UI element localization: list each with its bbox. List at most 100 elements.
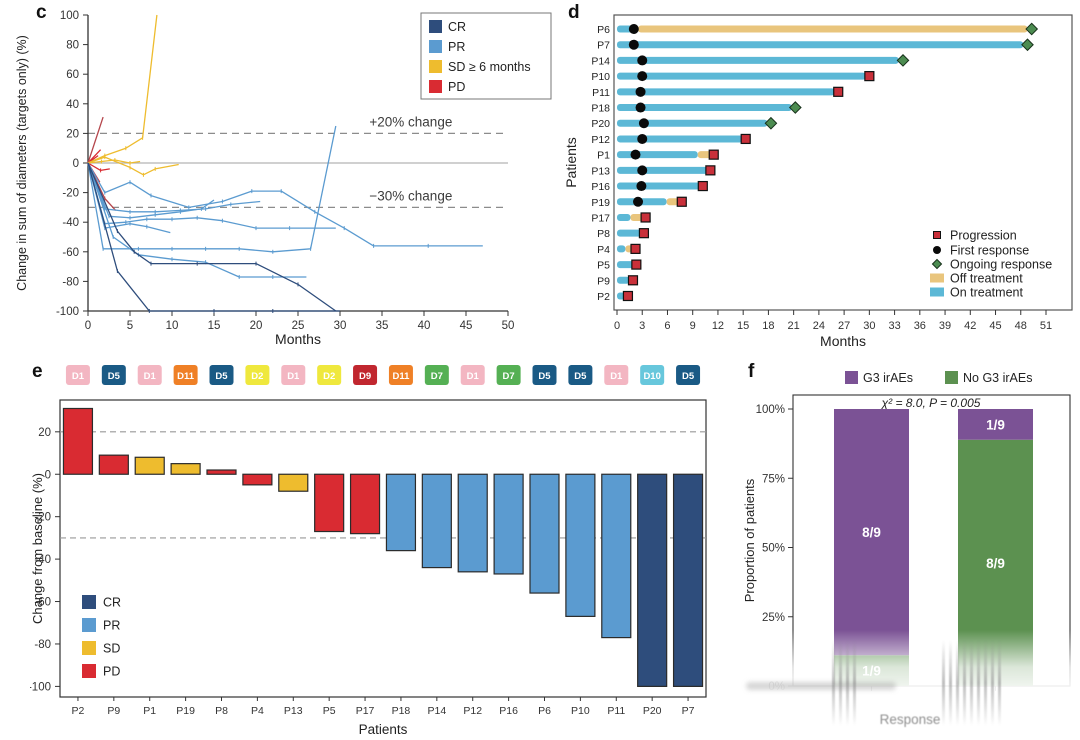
progression-marker: [627, 275, 639, 286]
x-tick: P6: [538, 705, 551, 717]
series-CR-1: [87, 162, 340, 312]
y-tick: 75%: [762, 473, 785, 485]
bar-on: [617, 56, 899, 64]
legend-label: G3 irAEs: [863, 371, 913, 385]
x-axis-title: Months: [275, 331, 321, 347]
y-tick: -60: [34, 597, 51, 609]
bar-P20: [637, 473, 668, 687]
bar-on: [617, 151, 698, 159]
y-axis-title: Change in sum of diameters (targets only…: [15, 35, 29, 291]
bar-P7: [672, 473, 704, 687]
x-tick: 18: [762, 320, 774, 332]
first-response-marker: [630, 149, 641, 160]
x-tick: 12: [712, 320, 724, 332]
bar-P12: [457, 473, 488, 573]
x-tick: P14: [427, 705, 446, 717]
x-tick: 48: [1015, 320, 1027, 332]
y-tick: 40: [66, 99, 79, 111]
y-tick: 60: [66, 69, 79, 81]
bar-on: [617, 229, 642, 237]
ref-line-label: +20% change: [369, 114, 452, 129]
panel-letter-c: c: [36, 2, 47, 23]
progression-marker: [676, 196, 687, 207]
x-tick: 0: [85, 320, 91, 332]
dose-chip-label: D11: [392, 371, 410, 382]
dose-chip-P8: [209, 365, 234, 385]
x-tick: 36: [914, 320, 926, 332]
bar-on: [617, 245, 626, 253]
swim-row-P5: P5: [597, 259, 642, 272]
legend-swatch: [82, 641, 96, 655]
legend-label: Progression: [950, 229, 1017, 243]
dose-chip-P19: [173, 365, 198, 385]
patient-label: P13: [591, 165, 610, 177]
swim-row-P13: P13: [591, 165, 716, 177]
bar-off: [666, 198, 680, 206]
legend-swatch: [82, 595, 96, 609]
dose-chip-label: D1: [610, 371, 623, 382]
legend-swatch: [429, 80, 442, 93]
bar-on: [617, 213, 631, 221]
y-tick: -40: [62, 217, 79, 229]
swim-row-P11: P11: [592, 86, 844, 99]
swim-row-P20: P20: [591, 116, 778, 130]
ongoing-response-marker: [764, 116, 778, 130]
dose-chip-label: D1: [467, 371, 480, 382]
x-tick: P10: [571, 705, 590, 717]
x-tick: 25: [292, 320, 305, 332]
ref-line-label: −30% change: [369, 188, 452, 203]
patient-label: P19: [591, 197, 610, 209]
patient-label: P12: [591, 134, 610, 146]
first-response-marker: [637, 71, 648, 82]
series-PR-6: [87, 162, 307, 278]
x-tick: 33: [888, 320, 900, 332]
dose-chip-label: D2: [251, 371, 263, 382]
dose-chip-label: D1: [72, 371, 85, 382]
x-tick: P1: [143, 705, 156, 717]
legend-label: Ongoing response: [950, 258, 1052, 272]
dose-chip-label: D5: [538, 371, 551, 382]
first-response-marker: [635, 86, 646, 97]
swim-row-P12: P12: [591, 133, 751, 146]
progression-marker: [638, 228, 650, 239]
patient-label: P10: [591, 71, 610, 83]
patient-label: P6: [597, 24, 610, 36]
legend-swatch: [82, 618, 96, 632]
legend-label: First response: [950, 244, 1029, 258]
legend-label: PR: [103, 619, 120, 633]
progression-marker: [864, 71, 875, 82]
patient-label: P18: [591, 103, 610, 115]
x-axis-title: Patients: [359, 722, 408, 737]
x-tick: 35: [376, 320, 389, 332]
dose-chip-P2: [65, 365, 90, 385]
ongoing-response-marker: [1025, 22, 1039, 36]
y-axis-title: Proportion of patients: [742, 478, 757, 602]
progression-marker: [630, 243, 641, 254]
patient-label: P5: [597, 260, 610, 272]
bar-off: [630, 213, 644, 221]
bar-on: [617, 135, 744, 143]
swim-row-P10: P10: [591, 71, 875, 83]
ongoing-response-marker: [896, 54, 910, 67]
legend-label: No G3 irAEs: [963, 371, 1032, 385]
legend-label: PR: [448, 40, 465, 54]
panel-letter-e: e: [32, 361, 43, 382]
bar-on: [617, 104, 792, 112]
y-tick: -100: [56, 306, 79, 318]
swim-row-P16: P16: [591, 180, 708, 193]
x-tick: 6: [664, 320, 670, 332]
y-tick: -40: [34, 554, 51, 566]
patient-label: P2: [597, 291, 610, 303]
x-tick: 27: [838, 320, 850, 332]
legend-label: CR: [103, 596, 121, 610]
x-tick: 51: [1040, 320, 1052, 332]
y-axis-title: Change from baseline (%): [30, 473, 45, 624]
bar-P5: [314, 473, 345, 533]
dose-chip-P18: [388, 365, 413, 385]
dose-chip-label: D5: [215, 371, 228, 382]
dose-chip-P17: [353, 365, 378, 385]
bar-P9: [98, 454, 129, 475]
x-tick: P19: [176, 705, 195, 717]
plot-frame: [613, 14, 1073, 311]
dose-chip-label: D5: [682, 371, 695, 382]
